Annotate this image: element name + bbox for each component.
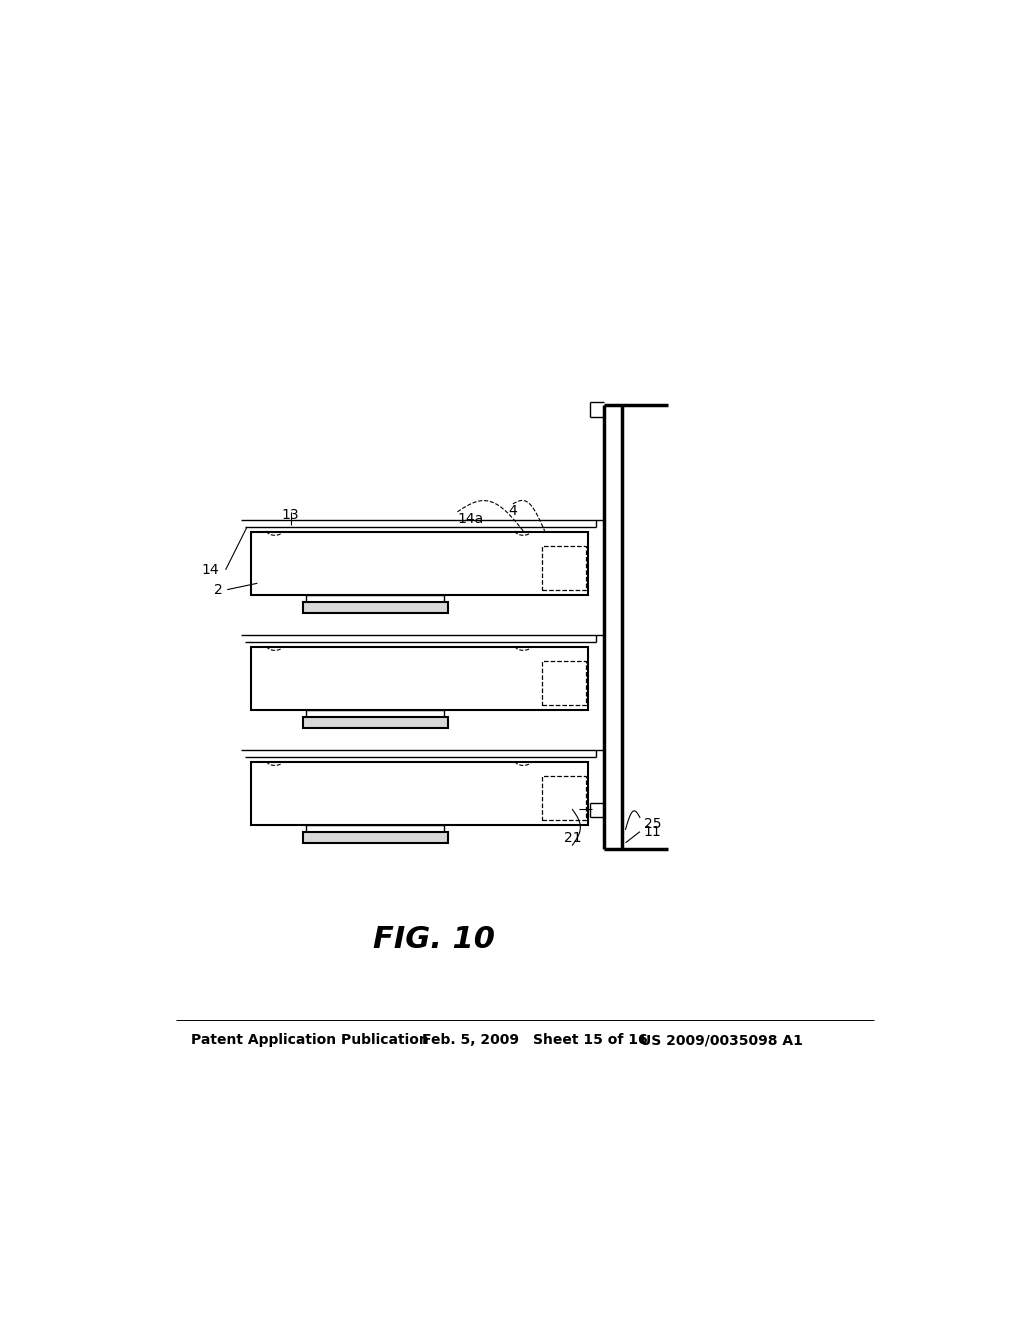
Bar [543, 661, 586, 705]
Text: 25: 25 [644, 817, 662, 832]
Bar [251, 762, 588, 825]
Text: 4: 4 [509, 504, 517, 517]
Bar [543, 545, 586, 590]
Text: Feb. 5, 2009: Feb. 5, 2009 [422, 1034, 518, 1047]
Text: FIG. 10: FIG. 10 [373, 924, 495, 953]
Text: Sheet 15 of 16: Sheet 15 of 16 [532, 1034, 647, 1047]
Bar [303, 832, 447, 842]
Text: 14a: 14a [458, 512, 483, 525]
Text: 21: 21 [563, 832, 582, 845]
Text: Patent Application Publication: Patent Application Publication [191, 1034, 429, 1047]
Text: 13: 13 [282, 508, 299, 521]
Bar [543, 776, 586, 820]
Bar [306, 595, 444, 602]
Text: 14: 14 [202, 562, 219, 577]
Text: 2: 2 [214, 582, 223, 597]
Bar [303, 717, 447, 727]
Bar [303, 602, 447, 612]
Bar [251, 532, 588, 595]
Bar [306, 825, 444, 832]
Text: 11: 11 [644, 825, 662, 838]
Text: US 2009/0035098 A1: US 2009/0035098 A1 [640, 1034, 803, 1047]
Bar [251, 647, 588, 710]
Bar [306, 710, 444, 717]
